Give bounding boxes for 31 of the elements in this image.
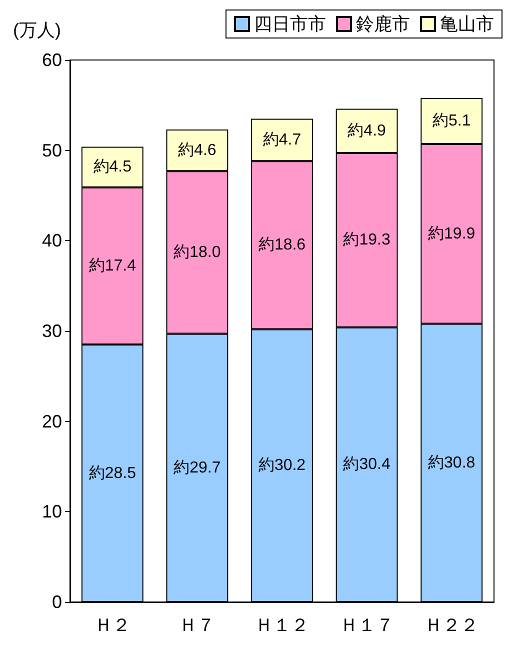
y-tick-label: 40 [42, 230, 62, 251]
y-tick-label: 50 [42, 140, 62, 160]
data-label: 約4.6 [178, 142, 216, 159]
y-tick-label: 60 [42, 50, 62, 70]
data-label: 約4.7 [262, 131, 302, 148]
data-label: 約30.2 [258, 457, 306, 474]
data-label: 約17.4 [88, 257, 136, 274]
data-label: 約18.6 [258, 236, 306, 254]
legend-label: 四日市市 [254, 14, 326, 34]
y-tick-label: 30 [42, 321, 62, 341]
legend-label: 鈴鹿市 [356, 14, 410, 34]
data-label: 約4.5 [93, 158, 132, 176]
x-tick-label: Ｈ１２ [255, 615, 309, 635]
y-axis-title: (万人) [13, 20, 61, 40]
x-tick-label: Ｈ２２ [424, 615, 479, 635]
data-label: 約28.5 [88, 464, 136, 482]
x-tick-label: Ｈ２ [94, 615, 130, 635]
data-label: 約19.3 [343, 232, 390, 249]
data-label: 約4.9 [348, 122, 386, 140]
data-label: 約30.8 [428, 454, 476, 472]
data-label: 約18.0 [174, 244, 221, 261]
data-label: 約5.1 [432, 112, 471, 130]
y-tick-label: 20 [42, 411, 62, 432]
y-tick-label: 0 [52, 592, 62, 612]
x-tick-label: Ｈ１７ [340, 615, 394, 635]
data-label: 約30.4 [343, 456, 390, 474]
data-label: 約29.7 [174, 459, 221, 476]
legend-label: 亀山市 [440, 14, 494, 34]
x-tick-label: Ｈ７ [179, 615, 216, 635]
y-tick-label: 10 [42, 502, 62, 522]
data-label: 約19.9 [428, 225, 476, 242]
